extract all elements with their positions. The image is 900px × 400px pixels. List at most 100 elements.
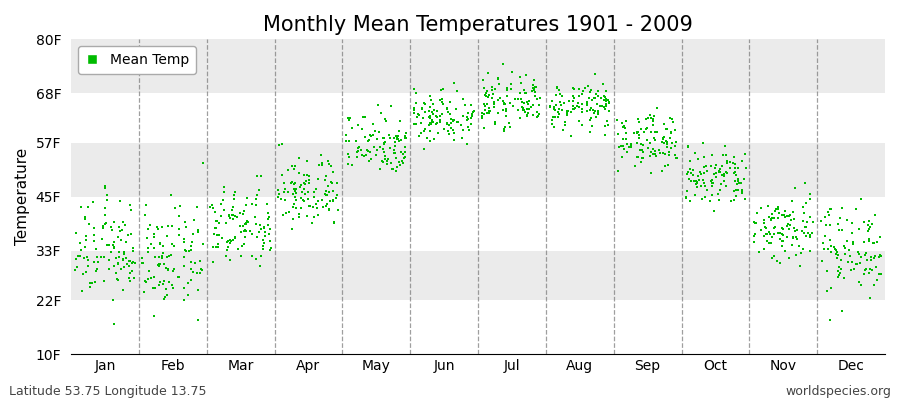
Point (668, 152, 682, 159)
Point (141, 225, 156, 232)
Point (300, 158, 314, 164)
Point (429, 120, 444, 126)
Point (718, 142, 733, 149)
Point (686, 167, 700, 174)
Point (429, 112, 444, 119)
Point (837, 243, 851, 249)
Point (707, 208, 722, 214)
Point (354, 147, 368, 154)
Point (622, 144, 636, 150)
Point (516, 107, 530, 113)
Point (324, 163, 338, 169)
Point (446, 80, 461, 86)
Point (282, 209, 296, 215)
Point (500, 87, 515, 93)
Point (320, 183, 335, 190)
Point (429, 108, 444, 114)
Point (151, 263, 166, 269)
Point (466, 109, 481, 115)
Point (652, 147, 666, 153)
Point (95, 224, 110, 231)
Point (748, 231, 762, 238)
Point (681, 143, 696, 149)
Point (367, 128, 382, 134)
Point (704, 178, 718, 184)
Point (488, 86, 502, 92)
Point (656, 135, 670, 142)
Point (845, 240, 859, 247)
Point (480, 110, 494, 116)
Point (843, 266, 858, 273)
Point (392, 162, 407, 168)
Point (75, 288, 89, 294)
Point (342, 117, 356, 123)
Point (644, 112, 658, 118)
Point (527, 77, 542, 84)
Point (729, 193, 743, 200)
Point (817, 214, 832, 220)
Point (387, 150, 401, 156)
Point (803, 214, 817, 220)
Point (574, 106, 589, 112)
Point (616, 124, 631, 130)
Point (285, 163, 300, 169)
Point (412, 112, 427, 118)
Point (384, 166, 399, 172)
Point (111, 260, 125, 266)
Point (157, 278, 171, 284)
Point (644, 170, 659, 176)
Point (325, 180, 339, 186)
Point (376, 140, 391, 146)
Point (771, 214, 786, 221)
Bar (71, 197, 885, 251)
Point (370, 147, 384, 153)
Point (239, 195, 254, 201)
Point (799, 224, 814, 230)
Point (590, 93, 605, 99)
Point (580, 108, 594, 114)
Point (116, 256, 130, 263)
Point (590, 109, 605, 116)
Point (322, 161, 337, 167)
Point (98, 183, 112, 189)
Point (499, 113, 513, 120)
Point (560, 112, 574, 119)
Point (757, 246, 771, 252)
Point (840, 216, 854, 223)
Point (786, 208, 800, 215)
Point (193, 258, 207, 264)
Point (166, 285, 180, 292)
Point (526, 82, 540, 88)
Point (828, 246, 842, 252)
Point (374, 165, 388, 172)
Point (476, 77, 491, 84)
Point (833, 266, 848, 272)
Point (831, 220, 845, 227)
Point (176, 235, 191, 242)
Point (552, 111, 566, 118)
Point (823, 317, 837, 323)
Point (663, 130, 678, 136)
Point (309, 201, 323, 208)
Point (178, 246, 193, 253)
Point (520, 112, 535, 118)
Point (765, 255, 779, 261)
Point (178, 248, 193, 254)
Point (474, 115, 489, 121)
Point (772, 210, 787, 217)
Point (424, 97, 438, 104)
Point (409, 90, 423, 97)
Point (345, 162, 359, 168)
Point (287, 185, 302, 192)
Point (484, 86, 499, 93)
Point (155, 255, 169, 262)
Point (254, 226, 268, 232)
Point (598, 88, 613, 94)
Point (500, 93, 515, 100)
Point (387, 143, 401, 149)
Point (263, 247, 277, 254)
Point (418, 126, 432, 132)
Point (165, 282, 179, 288)
Point (712, 166, 726, 172)
Point (301, 189, 315, 196)
